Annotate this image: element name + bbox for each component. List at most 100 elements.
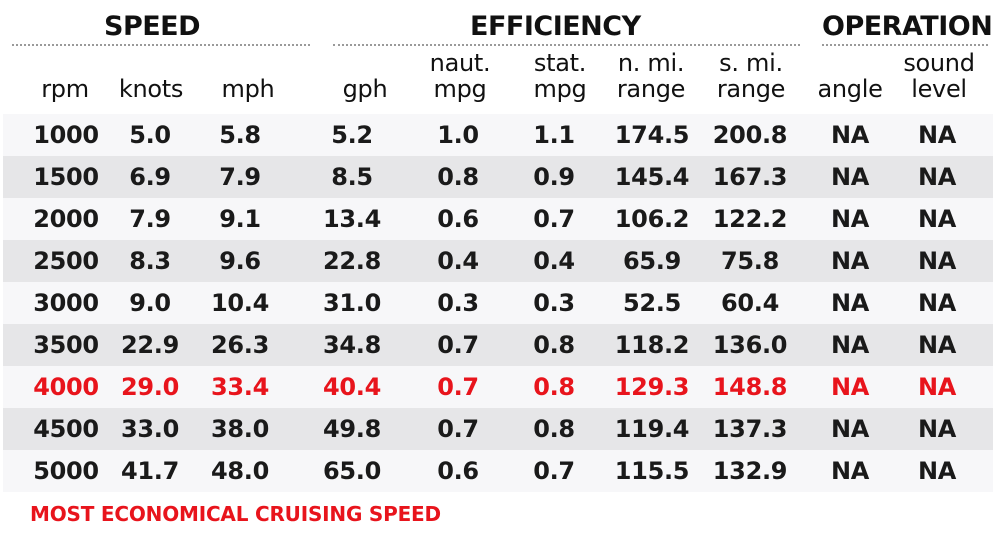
table-row: 3500 22.9 26.3 34.8 0.7 0.8 118.2 136.0 NA NA	[3, 324, 993, 366]
cell-naut-mpg: 0.6	[437, 457, 479, 485]
cell-n-mi-range: 129.3	[614, 373, 690, 401]
cell-gph: 49.8	[322, 415, 381, 443]
cell-gph: 40.4	[322, 373, 381, 401]
cell-sound-level: NA	[917, 373, 957, 401]
cell-sound-level: NA	[917, 121, 957, 149]
cell-naut-mpg: 0.4	[437, 247, 479, 275]
col-header-line2: rpm	[41, 75, 89, 103]
cell-angle: NA	[830, 331, 870, 359]
cell-knots: 9.0	[129, 289, 171, 317]
col-header-line2: range	[616, 75, 686, 103]
col-header-line1: naut.	[429, 49, 491, 77]
cell-naut-mpg: 0.3	[437, 289, 479, 317]
cell-naut-mpg: 0.7	[437, 415, 479, 443]
cell-stat-mpg: 0.3	[533, 289, 575, 317]
col-header-line1: s. mi.	[719, 49, 783, 77]
cell-s-mi-range: 75.8	[720, 247, 779, 275]
cell-naut-mpg: 0.7	[437, 373, 479, 401]
footnote-most-economical: MOST ECONOMICAL CRUISING SPEED	[30, 502, 441, 526]
col-header-line2: mpg	[433, 75, 487, 103]
col-header-line1	[108, 50, 194, 76]
cell-mph: 38.0	[210, 415, 269, 443]
cell-angle: NA	[830, 121, 870, 149]
col-header-knots: knots	[108, 50, 194, 102]
cell-naut-mpg: 0.6	[437, 205, 479, 233]
cell-n-mi-range: 115.5	[614, 457, 690, 485]
cell-s-mi-range: 136.0	[712, 331, 788, 359]
cell-naut-mpg: 0.8	[437, 163, 479, 191]
cell-mph: 5.8	[219, 121, 261, 149]
col-header-angle: angle	[808, 50, 892, 102]
group-operation: OPERATION	[822, 10, 993, 46]
col-header-line1: stat.	[533, 49, 587, 77]
cell-mph: 9.1	[219, 205, 261, 233]
cell-s-mi-range: 137.3	[712, 415, 788, 443]
cell-sound-level: NA	[917, 415, 957, 443]
cell-sound-level: NA	[917, 289, 957, 317]
cell-gph: 5.2	[331, 121, 373, 149]
cell-angle: NA	[830, 457, 870, 485]
cell-stat-mpg: 0.7	[533, 205, 575, 233]
cell-knots: 7.9	[129, 205, 171, 233]
cell-rpm: 5000	[33, 457, 99, 485]
col-header-n-mi-range: n. mi. range	[606, 50, 696, 102]
group-title-operation: OPERATION	[822, 11, 993, 42]
cell-gph: 31.0	[322, 289, 381, 317]
cell-s-mi-range: 132.9	[712, 457, 788, 485]
dotted-rule	[12, 44, 310, 46]
col-header-s-mi-range: s. mi. range	[706, 50, 796, 102]
cell-angle: NA	[830, 415, 870, 443]
col-header-stat-mpg: stat. mpg	[520, 50, 600, 102]
col-header-line2: level	[911, 75, 967, 103]
cell-knots: 41.7	[120, 457, 179, 485]
dotted-rule	[333, 44, 800, 46]
cell-angle: NA	[830, 373, 870, 401]
table-row: 2000 7.9 9.1 13.4 0.6 0.7 106.2 122.2 NA NA	[3, 198, 993, 240]
table-row: 1000 5.0 5.8 5.2 1.0 1.1 174.5 200.8 NA NA	[3, 114, 993, 156]
col-header-line1	[808, 50, 892, 76]
col-header-sound-level: sound level	[894, 50, 984, 102]
cell-angle: NA	[830, 163, 870, 191]
cell-rpm: 2500	[33, 247, 99, 275]
group-speed: SPEED	[12, 10, 310, 46]
col-header-line1: sound	[903, 49, 975, 77]
col-header-line2: mph	[221, 75, 275, 103]
dotted-rule	[822, 44, 988, 46]
cell-rpm: 3500	[33, 331, 99, 359]
cell-knots: 29.0	[120, 373, 179, 401]
col-header-line1	[30, 50, 100, 76]
cell-naut-mpg: 1.0	[437, 121, 479, 149]
col-header-line2: mpg	[533, 75, 587, 103]
col-header-line1: n. mi.	[617, 49, 685, 77]
cell-s-mi-range: 200.8	[712, 121, 788, 149]
cell-rpm: 4000	[33, 373, 99, 401]
cell-mph: 10.4	[210, 289, 269, 317]
cell-gph: 34.8	[322, 331, 381, 359]
col-header-line2: angle	[817, 75, 883, 103]
cell-knots: 22.9	[120, 331, 179, 359]
cell-angle: NA	[830, 289, 870, 317]
cell-s-mi-range: 167.3	[712, 163, 788, 191]
cell-knots: 6.9	[129, 163, 171, 191]
cell-s-mi-range: 60.4	[720, 289, 779, 317]
cell-mph: 26.3	[210, 331, 269, 359]
cell-sound-level: NA	[917, 205, 957, 233]
col-header-line2: knots	[118, 75, 184, 103]
cell-n-mi-range: 145.4	[614, 163, 690, 191]
cell-knots: 5.0	[129, 121, 171, 149]
table-row: 2500 8.3 9.6 22.8 0.4 0.4 65.9 75.8 NA NA	[3, 240, 993, 282]
col-header-line1	[208, 50, 288, 76]
cell-rpm: 3000	[33, 289, 99, 317]
cell-rpm: 1500	[33, 163, 99, 191]
cell-gph: 13.4	[322, 205, 381, 233]
cell-stat-mpg: 0.7	[533, 457, 575, 485]
table-row-highlighted: 4000 29.0 33.4 40.4 0.7 0.8 129.3 148.8 NA NA	[3, 366, 993, 408]
cell-sound-level: NA	[917, 247, 957, 275]
cell-angle: NA	[830, 247, 870, 275]
cell-n-mi-range: 65.9	[622, 247, 681, 275]
cell-s-mi-range: 148.8	[712, 373, 788, 401]
cell-n-mi-range: 52.5	[622, 289, 681, 317]
cell-mph: 48.0	[210, 457, 269, 485]
cell-rpm: 4500	[33, 415, 99, 443]
cell-gph: 22.8	[322, 247, 381, 275]
